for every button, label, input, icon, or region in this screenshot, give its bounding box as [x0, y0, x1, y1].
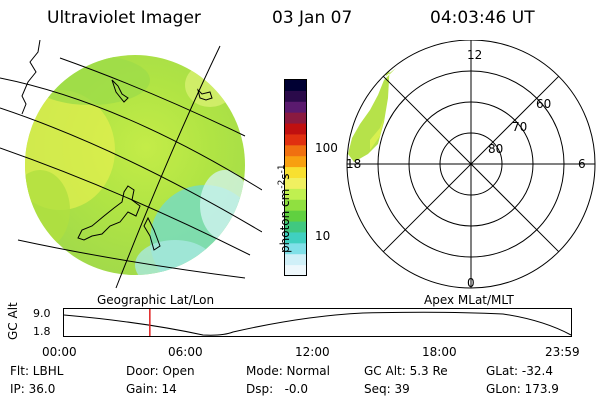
- colorbar-segment: [285, 243, 306, 255]
- lat-lon-grid: [0, 45, 262, 289]
- info-mode: Mode: Normal: [246, 364, 330, 378]
- mlat-mlt-polar-plot: [346, 40, 596, 289]
- timeline-tick-0000: 00:00: [42, 345, 77, 359]
- timeline-tick-0600: 06:00: [168, 345, 203, 359]
- timeline-tick-1800: 18:00: [422, 345, 457, 359]
- image-time: 04:03:46 UT: [430, 8, 535, 28]
- timeline-ymin: 1.8: [33, 325, 51, 338]
- altitude-curve: [63, 311, 572, 336]
- mlat-label-70: 70: [512, 120, 528, 134]
- intensity-colorbar: [284, 79, 307, 277]
- colorbar-segment: [285, 188, 306, 201]
- geographic-panel-label: Geographic Lat/Lon: [97, 293, 215, 307]
- polar-grid: [346, 40, 596, 289]
- colorbar-segment: [285, 101, 306, 114]
- colorbar-segment: [285, 80, 306, 92]
- mlat-label-80: 80: [488, 142, 504, 156]
- info-ip: IP: 36.0: [10, 382, 56, 396]
- colorbar-unit-text: photon cm: [278, 188, 292, 253]
- colorbar-segment: [285, 123, 306, 135]
- colorbar-segment: [285, 145, 306, 157]
- colorbar-segment: [285, 167, 306, 179]
- mlt-label-18: 18: [346, 157, 362, 171]
- timeline-frame: [63, 308, 572, 337]
- auroral-oval-patch: [348, 62, 396, 162]
- info-door: Door: Open: [126, 364, 195, 378]
- instrument-title: Ultraviolet Imager: [47, 8, 201, 28]
- colorbar-unit-label: photon cm-2s-1: [277, 164, 292, 253]
- colorbar-segment: [285, 112, 306, 125]
- mlt-label-12: 12: [467, 48, 483, 62]
- colorbar-segment: [285, 221, 306, 233]
- info-gain: Gain: 14: [126, 382, 177, 396]
- coastline-outlines: [21, 40, 213, 251]
- colorbar-unit-s: s: [278, 173, 292, 180]
- info-filter: Flt: LBHL: [10, 364, 64, 378]
- mlt-label-0: 0: [467, 276, 475, 290]
- colorbar-segment: [285, 254, 306, 266]
- colorbar-segment: [285, 210, 306, 223]
- colorbar-segment: [285, 134, 306, 146]
- uv-emission-disk: [25, 55, 245, 275]
- geographic-map-panel: [0, 40, 262, 289]
- colorbar-segment: [285, 90, 306, 103]
- colorbar-unit-exp1: -2: [277, 179, 287, 189]
- timeline-tick-2359: 23:59: [545, 345, 580, 359]
- apex-panel-label: Apex MLat/MLT: [424, 293, 514, 307]
- colorbar-segment: [285, 178, 306, 190]
- info-gc-alt: GC Alt: 5.3 Re: [364, 364, 448, 378]
- mlat-label-60: 60: [536, 97, 552, 111]
- mlt-label-6: 6: [578, 157, 586, 171]
- colorbar-segment: [285, 232, 306, 244]
- info-glat: GLat: -32.4: [486, 364, 553, 378]
- info-dsp: Dsp: -0.0: [246, 382, 309, 396]
- colorbar-tick-10: 10: [315, 229, 331, 243]
- info-seq: Seq: 39: [364, 382, 410, 396]
- colorbar-segment: [285, 156, 306, 168]
- timeline-ylabel: GC Alt: [6, 302, 20, 340]
- colorbar-unit-exp2: -1: [277, 164, 287, 174]
- timeline-ymax: 9.0: [33, 307, 51, 320]
- timeline-tick-1200: 12:00: [295, 345, 330, 359]
- image-date: 03 Jan 07: [272, 8, 353, 28]
- altitude-timeline: [63, 308, 572, 337]
- info-glon: GLon: 173.9: [486, 382, 559, 396]
- colorbar-tick-100: 100: [315, 141, 338, 155]
- colorbar-segment: [285, 199, 306, 212]
- colorbar-segment: [285, 265, 306, 277]
